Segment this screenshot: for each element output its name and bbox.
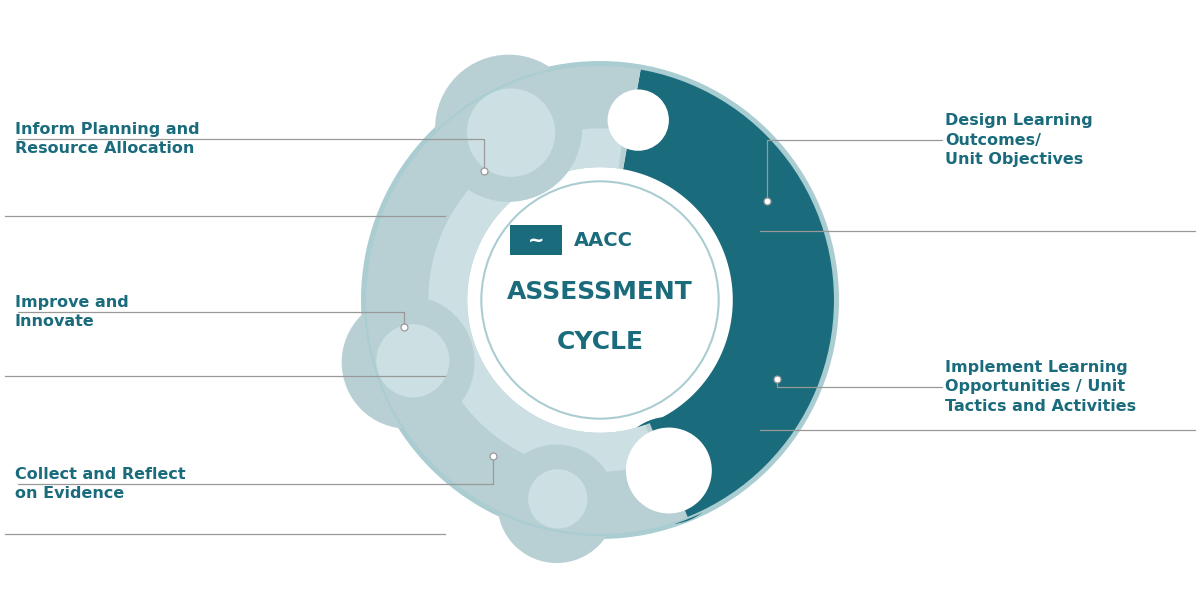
Circle shape: [481, 181, 719, 419]
Circle shape: [616, 417, 722, 524]
Text: Implement Learning
Opportunities / Unit
Tactics and Activities: Implement Learning Opportunities / Unit …: [946, 359, 1136, 414]
Circle shape: [626, 428, 712, 514]
Circle shape: [528, 469, 587, 529]
Circle shape: [436, 55, 582, 202]
Circle shape: [365, 65, 835, 535]
Text: ~: ~: [528, 230, 545, 250]
Circle shape: [607, 89, 668, 151]
Circle shape: [342, 296, 474, 429]
Polygon shape: [428, 128, 659, 472]
FancyBboxPatch shape: [510, 225, 562, 255]
Text: Inform Planning and
Resource Allocation: Inform Planning and Resource Allocation: [14, 122, 199, 157]
Circle shape: [361, 61, 839, 539]
Polygon shape: [623, 68, 835, 518]
Text: Design Learning
Outcomes/
Unit Objectives: Design Learning Outcomes/ Unit Objective…: [946, 113, 1093, 167]
Text: CYCLE: CYCLE: [557, 330, 643, 354]
Text: Collect and Reflect
on Evidence: Collect and Reflect on Evidence: [14, 467, 186, 502]
Text: Improve and
Innovate: Improve and Innovate: [14, 295, 128, 329]
Text: AACC: AACC: [574, 230, 634, 250]
Circle shape: [497, 445, 616, 563]
Circle shape: [467, 89, 556, 177]
Text: ASSESSMENT: ASSESSMENT: [508, 280, 692, 304]
Polygon shape: [365, 65, 688, 535]
Circle shape: [377, 324, 449, 397]
